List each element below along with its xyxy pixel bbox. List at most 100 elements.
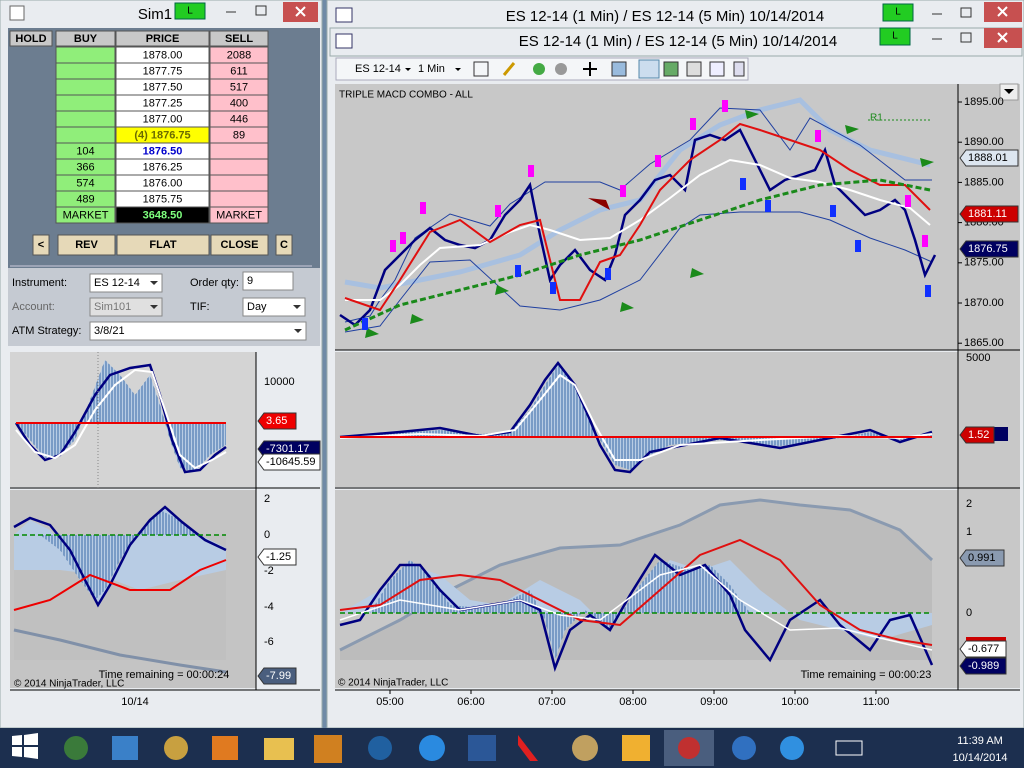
taskbar-app[interactable]	[212, 736, 238, 760]
tool-icon[interactable]	[638, 59, 660, 79]
button-label[interactable]: CLOSE	[221, 239, 259, 251]
taskbar-icons[interactable]	[12, 730, 863, 766]
dom-price[interactable]: 1876.50	[143, 145, 183, 157]
dom-cell[interactable]	[209, 142, 269, 160]
dom-cell[interactable]	[209, 174, 269, 192]
dom-buy[interactable]: 574	[76, 177, 94, 189]
taskbar-app[interactable]	[264, 738, 294, 760]
dom-sell[interactable]: MARKET	[216, 209, 262, 221]
taskbar-app[interactable]	[732, 736, 756, 760]
taskbar-app[interactable]	[368, 736, 392, 760]
toolbar-icons[interactable]	[473, 59, 745, 79]
mini-macd	[14, 363, 227, 474]
interval-select[interactable]: 1 Min	[418, 63, 445, 75]
taskbar-app[interactable]	[64, 736, 88, 760]
keyboard-icon[interactable]	[835, 740, 863, 756]
instrument-select[interactable]: ES 12-14	[355, 63, 401, 75]
field-input[interactable]	[242, 297, 306, 317]
field-input[interactable]	[89, 273, 163, 293]
field-value[interactable]: ES 12-14	[94, 277, 140, 289]
dom-price[interactable]: 1877.25	[143, 97, 183, 109]
dom-sell[interactable]: 400	[230, 97, 248, 109]
tool-icon[interactable]	[686, 61, 702, 77]
taskbar-app[interactable]	[419, 735, 445, 761]
dom-price[interactable]: 1876.25	[143, 161, 183, 173]
dom-cell[interactable]	[115, 206, 210, 224]
dom-cell[interactable]	[55, 110, 116, 128]
price-flag-text: 1881.11	[968, 208, 1007, 220]
dom-sell[interactable]: 89	[233, 129, 245, 141]
tool-icon[interactable]	[611, 61, 627, 77]
field-input[interactable]	[89, 321, 307, 341]
dom-price[interactable]: 1877.00	[143, 113, 183, 125]
dropdown-arrow[interactable]	[293, 305, 301, 309]
field-value[interactable]: 3/8/21	[94, 325, 125, 337]
button[interactable]	[57, 234, 116, 256]
dom-cell[interactable]	[55, 46, 116, 64]
price-flag	[959, 640, 1007, 658]
dom-price[interactable]: 1876.00	[143, 177, 183, 189]
field-value[interactable]: Sim101	[94, 301, 131, 313]
tool-icon[interactable]	[555, 63, 567, 75]
dom-cell[interactable]	[55, 206, 116, 224]
tool-icon[interactable]	[709, 61, 725, 77]
dropdown-arrow[interactable]	[294, 329, 302, 333]
dom-price[interactable]: 1877.75	[143, 65, 183, 77]
maximize[interactable]	[255, 5, 267, 16]
dom-price[interactable]: (4) 1876.75	[134, 129, 190, 141]
field-input[interactable]	[89, 297, 163, 317]
button-label[interactable]: C	[280, 239, 288, 251]
dom-sell[interactable]: 2088	[227, 49, 251, 61]
button-label[interactable]: FLAT	[149, 239, 177, 251]
dom-cell[interactable]	[209, 206, 269, 224]
button[interactable]	[32, 234, 50, 256]
field-input[interactable]	[242, 271, 294, 291]
dom-cell[interactable]	[55, 78, 116, 96]
dom-price[interactable]: 3648.50	[143, 209, 183, 221]
dom-sell[interactable]: 446	[230, 113, 248, 125]
dropdown-arrow[interactable]	[150, 281, 158, 285]
taskbar-app[interactable]	[468, 735, 496, 761]
button[interactable]	[275, 234, 293, 256]
taskbar-app[interactable]	[518, 735, 538, 761]
dom-cell[interactable]	[55, 62, 116, 80]
taskbar-app[interactable]	[622, 735, 650, 761]
dom-price[interactable]: 1878.00	[143, 49, 183, 61]
maximize[interactable]	[960, 7, 972, 18]
dom-price[interactable]: 1875.75	[143, 193, 183, 205]
dom-sell[interactable]: 517	[230, 81, 248, 93]
dom-buy[interactable]: 489	[76, 193, 94, 205]
button-label[interactable]: REV	[75, 239, 98, 251]
field-value[interactable]: Day	[247, 301, 267, 313]
header-text: BUY	[74, 33, 98, 45]
tool-icon[interactable]	[473, 61, 489, 77]
button[interactable]	[210, 234, 269, 256]
dom-cell[interactable]	[209, 158, 269, 176]
tool-icon[interactable]	[502, 62, 516, 76]
tool-icon[interactable]	[533, 63, 545, 75]
dom-cell[interactable]	[209, 190, 269, 208]
dropdown-arrow[interactable]	[150, 305, 158, 309]
taskbar-app[interactable]	[164, 736, 188, 760]
dom-cell[interactable]	[55, 94, 116, 112]
field-value[interactable]: 9	[247, 275, 253, 287]
taskbar-app[interactable]	[314, 735, 342, 763]
dom-price[interactable]: 1877.50	[143, 81, 183, 93]
button-label[interactable]: <	[38, 239, 44, 251]
taskbar-app[interactable]	[678, 737, 700, 759]
copyright: © 2014 NinjaTrader, LLC	[338, 678, 448, 689]
dom-cell[interactable]	[55, 126, 116, 144]
taskbar-app[interactable]	[780, 736, 804, 760]
dom-sell[interactable]: 611	[230, 65, 248, 77]
button[interactable]	[116, 234, 210, 256]
dom-buy[interactable]: MARKET	[63, 209, 109, 221]
taskbar-app[interactable]	[572, 735, 598, 761]
taskbar-app[interactable]	[112, 736, 138, 760]
maximize[interactable]	[960, 32, 972, 43]
start-button[interactable]	[12, 733, 38, 759]
tool-icon[interactable]	[733, 61, 745, 77]
tool-icon[interactable]	[663, 61, 679, 77]
dom-buy[interactable]: 104	[76, 145, 94, 157]
tool-icon[interactable]	[583, 62, 597, 76]
dom-buy[interactable]: 366	[76, 161, 94, 173]
